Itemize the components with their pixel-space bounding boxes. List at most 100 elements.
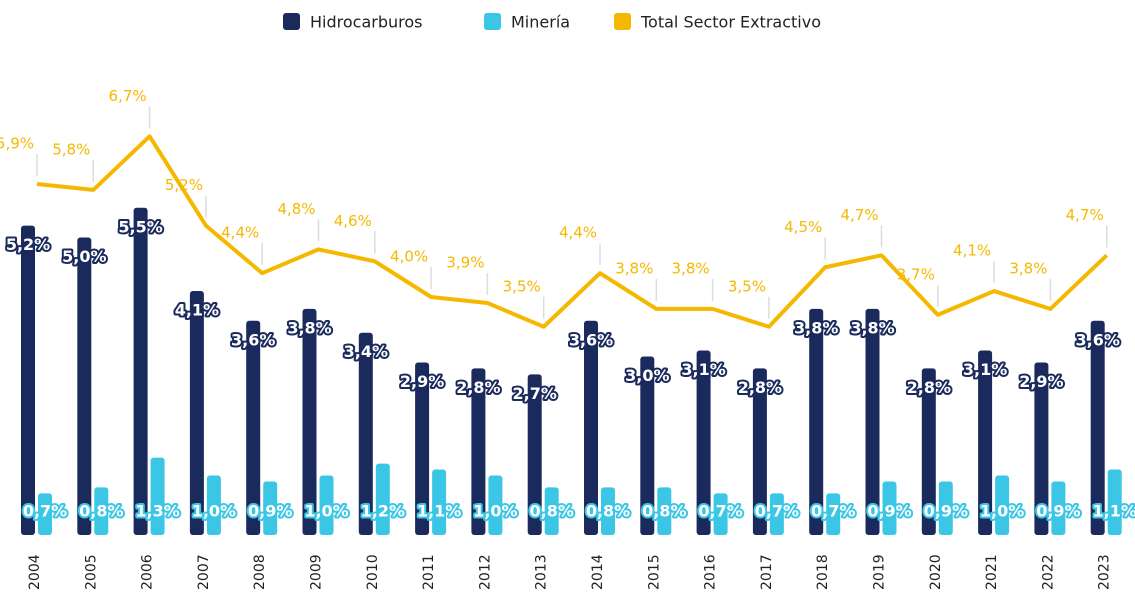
x-tick-label: 2012 bbox=[477, 554, 493, 590]
bar bbox=[415, 362, 430, 535]
value-label: 4,4% bbox=[559, 224, 597, 242]
value-label: 5,0% bbox=[62, 247, 106, 266]
x-tick-label: 2011 bbox=[421, 554, 437, 590]
value-label: 3,1% bbox=[963, 360, 1007, 379]
bar bbox=[995, 475, 1010, 535]
value-label: 0,7% bbox=[23, 502, 67, 521]
x-tick-label: 2016 bbox=[703, 554, 719, 590]
x-tick-label: 2006 bbox=[140, 554, 156, 590]
value-label: 2,8% bbox=[738, 378, 782, 397]
bar bbox=[77, 237, 92, 535]
value-label: 3,8% bbox=[1009, 259, 1047, 277]
bar bbox=[133, 207, 148, 535]
x-tick-label: 2010 bbox=[365, 554, 381, 590]
bar bbox=[544, 487, 559, 535]
bar bbox=[488, 475, 503, 535]
bar bbox=[826, 493, 841, 535]
value-label: 3,9% bbox=[446, 253, 484, 271]
value-label: 4,0% bbox=[390, 248, 428, 266]
value-label: 0,8% bbox=[642, 502, 686, 521]
x-tick-label: 2019 bbox=[872, 554, 888, 590]
value-label: 3,8% bbox=[615, 259, 653, 277]
value-label: 4,5% bbox=[784, 218, 822, 236]
bar bbox=[978, 350, 993, 535]
legend-swatch bbox=[283, 13, 300, 30]
bar bbox=[94, 487, 109, 535]
bar bbox=[696, 350, 711, 535]
value-label: 0,9% bbox=[248, 502, 292, 521]
value-label: 1,0% bbox=[304, 502, 348, 521]
bar bbox=[882, 481, 897, 535]
x-tick-label: 2023 bbox=[1097, 554, 1113, 590]
bar bbox=[640, 356, 655, 535]
bar bbox=[206, 475, 221, 535]
legend-swatch bbox=[614, 13, 631, 30]
value-label: 0,8% bbox=[586, 502, 630, 521]
x-tick-label: 2004 bbox=[27, 554, 43, 590]
bar bbox=[319, 475, 334, 535]
x-tick-label: 2014 bbox=[590, 554, 606, 590]
value-label: 5,9% bbox=[0, 134, 34, 152]
bar bbox=[1090, 320, 1105, 535]
x-tick-label: 2018 bbox=[815, 554, 831, 590]
value-label: 4,6% bbox=[334, 212, 372, 230]
value-label: 4,4% bbox=[221, 224, 259, 242]
value-label: 0,7% bbox=[811, 502, 855, 521]
value-label: 4,1% bbox=[175, 301, 219, 320]
value-label: 1,1% bbox=[1093, 502, 1135, 521]
legend-swatch bbox=[484, 13, 501, 30]
x-tick-label: 2013 bbox=[534, 554, 550, 590]
line bbox=[36, 134, 1109, 329]
value-label: 4,7% bbox=[1066, 206, 1104, 224]
bar bbox=[584, 320, 598, 535]
legend-label: Total Sector Extractivo bbox=[640, 13, 821, 32]
bar bbox=[21, 225, 35, 535]
value-label: 3,1% bbox=[681, 360, 725, 379]
x-tick-label: 2007 bbox=[196, 554, 212, 590]
value-label: 3,7% bbox=[897, 265, 935, 283]
value-label: 4,7% bbox=[840, 206, 878, 224]
bar bbox=[1107, 469, 1122, 535]
bar bbox=[601, 487, 615, 535]
value-label: 3,8% bbox=[672, 259, 710, 277]
value-label: 3,6% bbox=[1076, 330, 1120, 349]
x-tick-label: 2021 bbox=[984, 554, 1000, 590]
value-label: 2,8% bbox=[456, 378, 500, 397]
legend-label: Minería bbox=[511, 13, 570, 32]
value-label: 0,8% bbox=[530, 502, 574, 521]
bar bbox=[358, 332, 373, 535]
bar bbox=[150, 457, 165, 535]
value-label: 3,5% bbox=[728, 277, 766, 295]
value-label: 1,0% bbox=[980, 502, 1024, 521]
bar bbox=[865, 308, 880, 535]
x-tick-label: 2020 bbox=[928, 554, 944, 590]
value-label: 3,8% bbox=[850, 318, 894, 337]
bar bbox=[432, 469, 447, 535]
value-label: 1,3% bbox=[135, 502, 179, 521]
x-tick-label: 2015 bbox=[646, 554, 662, 590]
value-label: 3,8% bbox=[794, 318, 838, 337]
value-label: 0,9% bbox=[867, 502, 911, 521]
bar bbox=[938, 481, 953, 535]
value-label: 5,5% bbox=[118, 217, 162, 236]
x-tick-label: 2005 bbox=[83, 554, 99, 590]
value-label: 5,8% bbox=[52, 140, 90, 158]
bar bbox=[809, 308, 824, 535]
value-label: 2,9% bbox=[400, 372, 444, 391]
value-label: 0,7% bbox=[755, 502, 799, 521]
value-label: 3,8% bbox=[287, 318, 331, 337]
bar bbox=[1034, 362, 1049, 535]
value-label: 1,2% bbox=[361, 502, 405, 521]
value-label: 0,8% bbox=[79, 502, 123, 521]
bar bbox=[302, 308, 317, 535]
bar bbox=[752, 368, 767, 535]
x-tick-label: 2017 bbox=[759, 554, 775, 590]
value-label: 2,7% bbox=[513, 384, 557, 403]
bar bbox=[375, 463, 390, 535]
value-label: 0,7% bbox=[698, 502, 742, 521]
bar bbox=[189, 291, 204, 535]
value-label: 1,1% bbox=[417, 502, 461, 521]
value-label: 4,8% bbox=[277, 200, 315, 218]
bar bbox=[921, 368, 936, 535]
